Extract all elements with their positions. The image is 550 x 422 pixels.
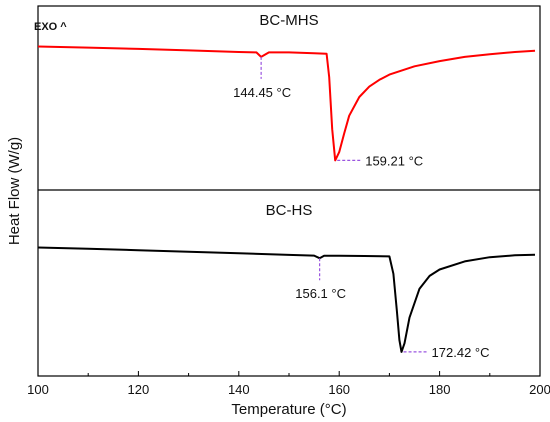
x-tick-label: 100 bbox=[27, 382, 49, 397]
panel-title-bc-hs: BC-HS bbox=[266, 202, 313, 219]
y-axis-label: Heat Flow (W/g) bbox=[6, 137, 23, 245]
transition-label: 144.45 °C bbox=[233, 85, 291, 100]
x-tick-label: 140 bbox=[228, 382, 250, 397]
peak-label: 172.42 °C bbox=[432, 345, 490, 360]
panel-title-bc-mhs: BC-MHS bbox=[259, 12, 318, 29]
plot-frame bbox=[37, 5, 541, 377]
series-line-1 bbox=[37, 246, 536, 353]
x-tick-label: 160 bbox=[328, 382, 350, 397]
x-tick-label: 200 bbox=[529, 382, 550, 397]
x-axis-label: Temperature (°C) bbox=[231, 401, 346, 418]
x-axis-ticks: 100 120 140 160 180 200 bbox=[27, 371, 550, 397]
peak-label: 159.21 °C bbox=[365, 153, 423, 168]
x-tick-label: 180 bbox=[429, 382, 451, 397]
data-series bbox=[37, 45, 536, 353]
transition-label: 156.1 °C bbox=[295, 286, 346, 301]
series-line-0 bbox=[37, 45, 536, 162]
exo-label: EXO ^ bbox=[34, 21, 67, 33]
annotations: 144.45 °C 159.21 °C 156.1 °C 172.42 °C bbox=[233, 56, 490, 360]
x-tick-label: 120 bbox=[128, 382, 150, 397]
